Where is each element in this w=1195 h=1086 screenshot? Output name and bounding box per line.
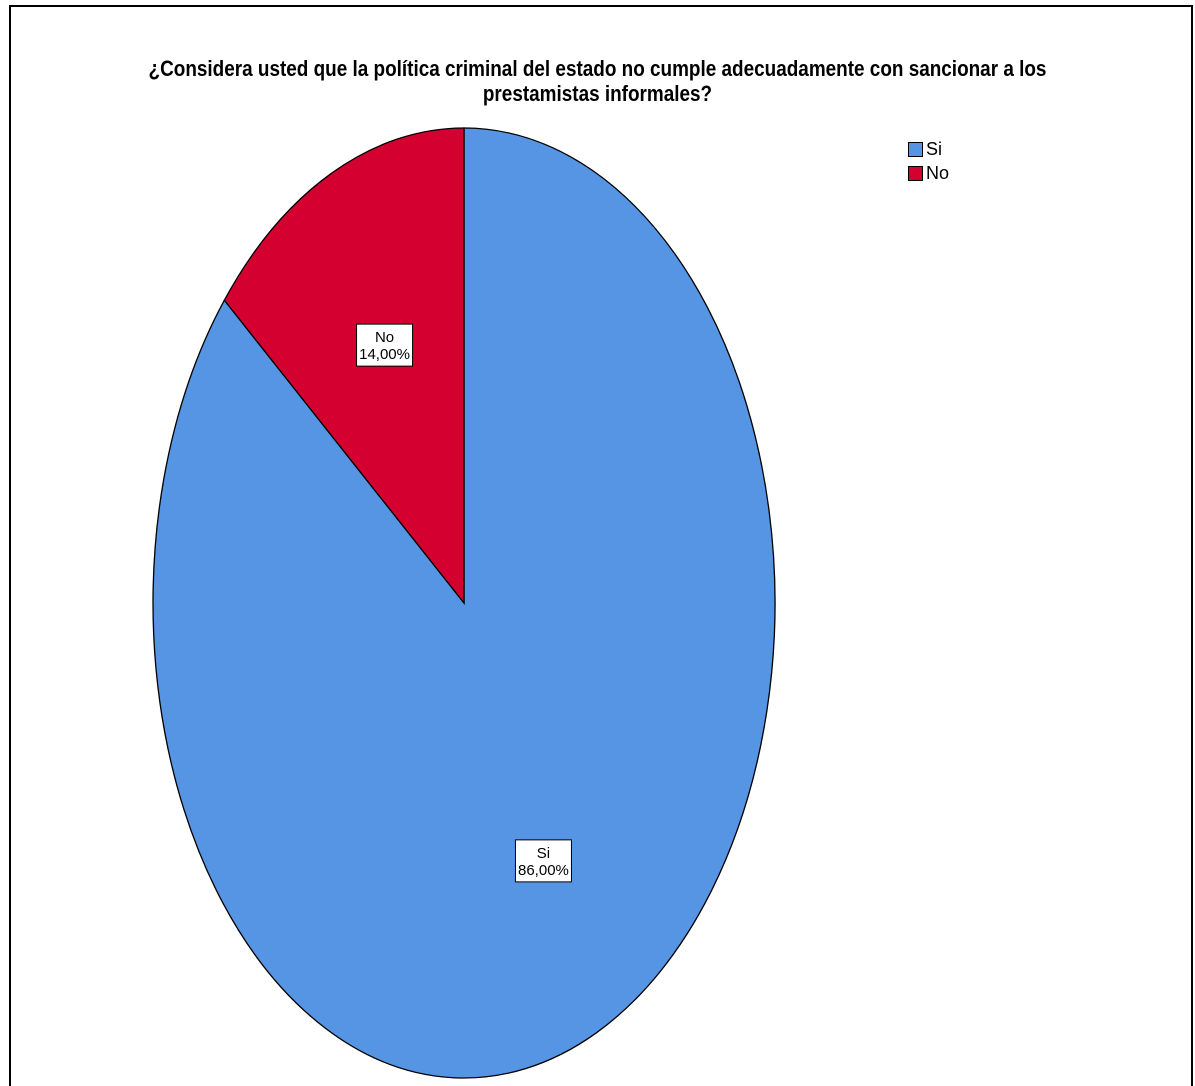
- slice-label-value-si: 86,00%: [518, 862, 569, 879]
- pie-slice-si: [152, 127, 776, 1079]
- legend-label-no: No: [926, 162, 950, 183]
- legend-label-si: Si: [926, 138, 943, 159]
- legend-swatch-no: [908, 165, 923, 181]
- slice-label-value-no: 14,00%: [359, 346, 410, 363]
- legend-item-si: Si: [908, 137, 949, 161]
- chart-title: ¿Considera usted que la política crimina…: [84, 56, 1112, 106]
- chart-title-line-1: ¿Considera usted que la política crimina…: [148, 56, 1047, 81]
- slice-label-box-no: [356, 323, 414, 367]
- slice-label-name-si: Si: [537, 845, 550, 862]
- slice-label-box-si: [514, 839, 572, 883]
- chart-legend: Si No: [908, 137, 949, 185]
- slice-label-name-no: No: [375, 329, 394, 346]
- pie-slice-no: [223, 127, 465, 605]
- legend-item-no: No: [908, 161, 949, 185]
- legend-swatch-si: [908, 141, 923, 157]
- chart-title-line-2: prestamistas informales?: [482, 81, 713, 106]
